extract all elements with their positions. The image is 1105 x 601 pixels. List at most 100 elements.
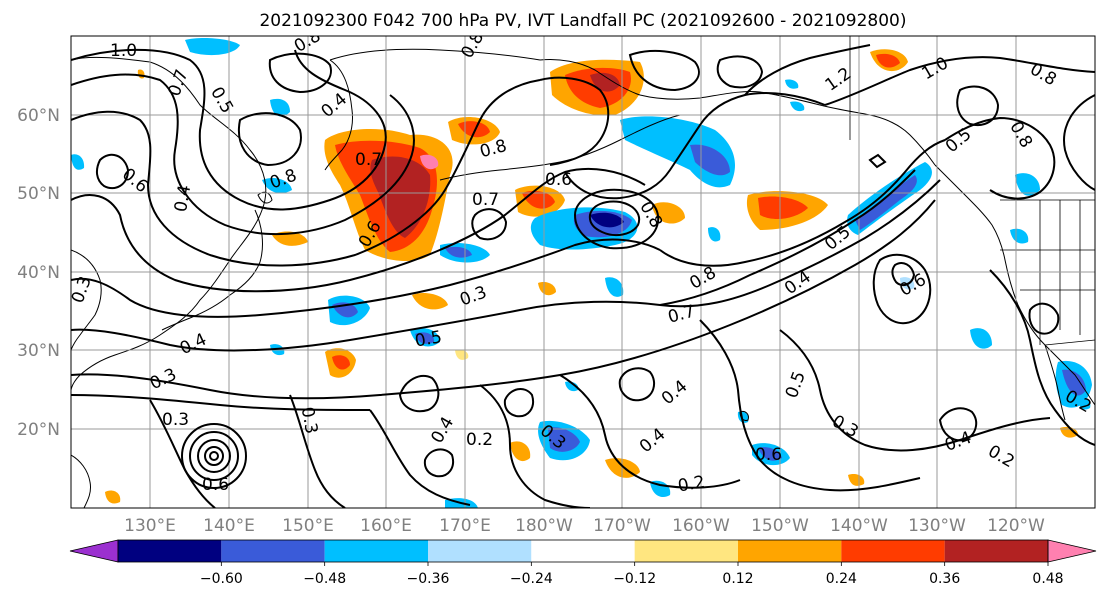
colorbar-segment [531,540,635,562]
contour-label: 1.0 [110,41,137,61]
negative-anomaly-patch [790,101,805,112]
negative-anomaly-patch [565,381,579,392]
contour-label: 0.7 [355,150,382,170]
negative-anomaly-patch [758,447,782,461]
pv-contour [237,112,302,167]
negative-anomaly-patch [1015,173,1040,196]
positive-anomaly-patch [370,156,431,238]
colorbar-tick-label: 0.12 [722,571,753,587]
positive-anomaly-patch [876,53,900,68]
contour-label: 0.6 [755,445,782,465]
pv-contour [71,48,387,211]
colorbar-tick-label: −0.12 [613,571,656,587]
us-mexico-border [1044,339,1095,346]
pv-contour-cyclone [209,451,219,461]
positive-anomaly-patch [590,72,620,92]
asia-coastline [71,56,267,391]
pv-contour [564,92,826,200]
positive-anomaly-patch [510,441,531,462]
colorbar-segment [841,540,945,562]
pv-contour [588,200,640,237]
lon-label: 170°W [593,516,651,536]
pv-contour [716,55,764,89]
negative-anomaly-patch [270,98,290,117]
lon-label: 160°E [360,516,412,536]
colorbar: −0.60 −0.48 −0.36 −0.24 −0.12 0.12 0.24 0.36 0.4… [69,539,1097,587]
colorbar-frame [117,539,1049,563]
pv-contour [868,153,887,169]
negative-anomaly-patch [970,328,992,349]
contour-label: 0.3 [162,410,189,430]
contour-label: 0.5 [413,327,443,351]
pv-contour [471,208,508,241]
coastlines [71,48,1095,508]
negative-anomaly-patch [690,144,730,176]
positive-anomaly-patch [412,293,448,310]
positive-anomaly-patch [105,490,121,504]
negative-anomaly-patch [71,154,85,170]
pv-contour-cyclone [204,446,224,466]
lat-label: 20°N [17,420,60,440]
pv-contour [71,167,646,293]
negative-anomaly-patch [1078,397,1091,410]
contour-label: 0.6 [545,170,572,190]
colorbar-tick-label: 0.48 [1032,571,1063,587]
positive-anomaly-patch [538,282,556,296]
pv-contour [573,188,660,250]
pv-contour [559,374,741,489]
lon-label: 170°E [439,516,491,536]
north-america-coastline [934,164,1095,406]
pv-contour [71,199,936,400]
colorbar-segment [221,540,325,562]
negative-anomaly-patch [548,427,580,452]
alaska-coastline [539,59,936,166]
pv-contour [628,50,700,92]
negative-anomaly-patch [262,178,292,194]
lon-label: 130°E [124,516,176,536]
contour-label: 0.7 [472,190,499,210]
pv-contour [989,269,1095,446]
colorbar-tick-label: 0.36 [929,571,960,587]
pv-contour [659,169,916,306]
negative-anomaly-patch [785,79,799,89]
lon-label: 180°W [515,516,573,536]
pv-contour [423,448,454,478]
map-panel: 1.0 0.7 0.5 0.8 0.4 0.6 0.4 0.8 0.7 0.6 … [70,35,1096,509]
lon-label: 150°W [751,516,809,536]
lon-label: 140°W [830,516,888,536]
positive-anomaly-patch [458,121,490,138]
pv-contour [1028,302,1060,335]
kamchatka-coastline [324,59,353,171]
positive-anomaly-patch [272,231,308,246]
colorbar-segment [428,540,532,562]
pv-contour [539,76,610,166]
contour-label: 0.4 [171,184,195,214]
pv-contour [944,116,1056,200]
lon-label: 140°E [203,516,255,536]
pv-contour [503,388,534,418]
negative-anomaly-patch [1010,228,1029,244]
pv-contour [956,85,1000,126]
negative-anomaly-patch [1062,369,1086,396]
pv-contour [71,73,415,236]
negative-anomaly-patch [590,212,624,228]
lat-label: 60°N [17,106,60,126]
contour-label: 0.6 [202,475,229,495]
lon-label: 130°W [908,516,966,536]
latitude-labels: 60°N 50°N 40°N 30°N 20°N [17,106,60,440]
contour-label: 0.2 [676,472,706,496]
pv-contour-cyclone [181,423,247,489]
colorbar-tick-label: −0.36 [407,571,450,587]
pv-contour [938,407,978,442]
colorbar-segment [944,540,1048,562]
pv-contour [618,367,656,402]
pv-contour-cyclone [197,439,231,473]
philippines-coastline [71,454,91,508]
pv-contour [71,179,941,352]
contour-label: 0.3 [297,405,321,435]
colorbar-extend-max [1047,539,1097,563]
pv-contour [398,375,440,413]
pv-contour [268,52,332,94]
pv-contour-cyclone [189,431,239,481]
china-coastline [71,249,102,351]
